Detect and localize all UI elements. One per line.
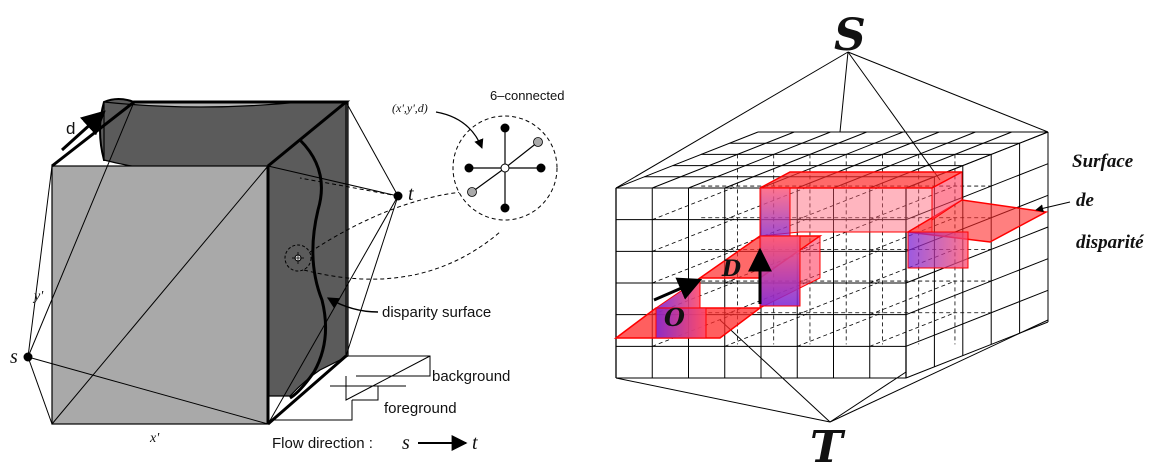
voxel-grid <box>615 131 1049 379</box>
label-disparity-surface: disparity surface <box>382 304 491 321</box>
grid-line <box>797 280 883 316</box>
grid-line <box>652 131 795 189</box>
label-y: y' <box>32 289 44 304</box>
grid-line <box>652 217 738 252</box>
label-connectivity: 6–connected <box>490 88 564 103</box>
label-flow-t: t <box>472 432 478 454</box>
grid-line <box>615 131 759 189</box>
label-background: background <box>432 368 510 385</box>
node-s <box>23 352 33 362</box>
grid-line <box>797 312 883 347</box>
label-s: s <box>10 346 18 368</box>
label-flow-s: s <box>402 432 410 454</box>
grid-line <box>688 131 831 189</box>
right-diagram: O D S T Surface de disparité <box>613 10 1144 463</box>
grid-line <box>905 321 1049 379</box>
grid-line <box>905 289 1049 347</box>
label-D: D <box>721 256 741 282</box>
label-foreground: foreground <box>384 400 457 417</box>
label-flow-direction: Flow direction : <box>272 435 373 452</box>
grid-line <box>905 258 1049 316</box>
grid-line <box>905 163 1049 221</box>
label-d: d <box>66 119 75 138</box>
grid-line <box>652 249 738 284</box>
node-t <box>393 191 403 201</box>
label-surface-line1: Surface <box>1072 151 1134 172</box>
label-t: t <box>408 183 414 205</box>
label-O: O <box>664 303 685 332</box>
grid-line <box>797 185 883 221</box>
grid-line <box>869 312 956 347</box>
label-surface-line3: disparité <box>1076 232 1144 253</box>
grid-line <box>869 185 956 221</box>
surface-edge <box>289 138 328 400</box>
grid-line <box>724 312 811 347</box>
six-neighborhood <box>469 128 541 208</box>
grid-line <box>905 226 1049 284</box>
left-diagram: d s y' x' t <box>10 88 564 454</box>
grid-line <box>724 131 867 189</box>
label-T: T <box>810 422 846 463</box>
label-point-coords: (x',y',d) <box>392 101 428 115</box>
grid-line <box>652 185 738 221</box>
grid-line <box>869 280 956 316</box>
label-surface-line2: de <box>1076 190 1095 211</box>
label-S: S <box>834 10 866 61</box>
label-x: x' <box>149 431 160 446</box>
